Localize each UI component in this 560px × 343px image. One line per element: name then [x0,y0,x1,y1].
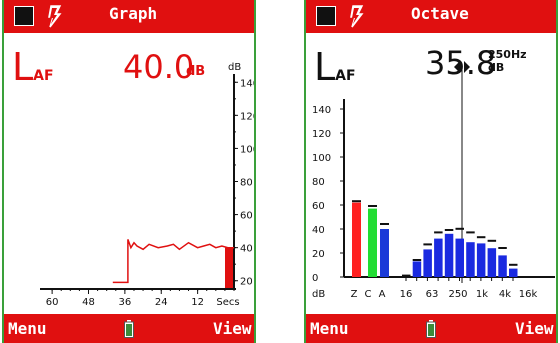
max-hold-marker [476,236,486,239]
level-label-main: L [314,45,336,89]
max-hold-marker [444,229,454,231]
max-hold-marker [380,223,389,225]
x-tick-label: 16 [400,289,413,300]
x-tick-label: 12 [191,297,204,308]
x-tick-label: 63 [426,289,439,300]
max-hold-marker [368,205,377,207]
octave-band-bar [509,268,518,277]
graph-screen: Graph LAF 40.0 dB dB 140 120 100 80 60 40 20 60 4… [2,0,256,343]
x-tick-label: 60 [46,297,59,308]
max-hold-marker [509,263,518,266]
weighted-level-bar [380,229,389,277]
x-tick-label: C [365,289,372,300]
band-label: 250Hz [488,48,527,61]
battery-icon [426,320,436,338]
x-tick-label: 24 [155,297,168,308]
max-hold-marker [412,259,422,261]
y-tick-label: 100 [240,144,254,155]
battery-icon [124,320,134,338]
octave-band-bar [455,238,464,277]
y-tick-label: 0 [312,273,318,284]
octave-band-bar [434,238,443,277]
octave-band-bar [466,242,475,277]
x-tick-label: 36 [119,297,132,308]
menu-softkey[interactable]: Menu [8,319,47,338]
x-tick-label: Z [351,289,358,300]
octave-band-bar [498,255,507,277]
max-hold-marker [352,200,361,203]
stop-icon[interactable] [14,6,34,26]
octave-band-bar [412,261,422,277]
title-bar: Octave [306,0,556,33]
x-tick-label: 1k [476,289,488,300]
view-softkey[interactable]: View [515,319,554,338]
octave-band-bar [423,249,432,277]
weighted-level-bar [368,208,377,277]
x-tick-label: A [379,289,386,300]
screen-title: Octave [411,4,469,23]
level-label: LAF [12,48,54,95]
screen-title: Graph [109,4,158,23]
y-tick-label: 60 [240,211,253,222]
level-label: LAF [314,48,356,95]
power-icon [350,5,364,28]
octave-screen: Octave LAF 35.8 250Hz dB 140 120 100 80 60 40… [304,0,558,343]
y-tick-label: 40 [312,225,325,236]
max-hold-marker [498,247,507,249]
weighted-level-bar [352,202,361,277]
y-tick-label: 40 [240,244,253,255]
level-value: 35.8 [425,44,497,82]
x-tick-label: 4k [499,289,511,300]
max-hold-marker [466,231,475,234]
y-tick-label: 100 [312,153,331,164]
power-icon [48,5,62,28]
octave-spectrum-chart: 140 120 100 80 60 40 20 0 dB Z C A 16 63 250 1k 4k 16k [312,61,555,300]
softkey-bar: Menu View [4,314,254,343]
x-tick-label: 48 [82,297,95,308]
max-hold-marker [487,239,497,242]
octave-band-bar [476,243,486,277]
title-bar: Graph [4,0,254,33]
y-tick-label: 140 [240,78,254,89]
level-unit: dB [186,64,206,79]
x-tick-label: 16k [519,289,538,300]
view-softkey[interactable]: View [213,319,252,338]
softkey-bar: Menu View [306,314,556,343]
y-tick-label: 140 [312,105,331,116]
y-axis-unit: dB [228,62,241,73]
level-value: 40.0 [123,48,195,86]
current-level-bar [225,247,233,288]
y-tick-label: 80 [240,178,253,189]
max-hold-marker [402,274,411,277]
y-tick-label: 20 [240,277,253,288]
menu-softkey[interactable]: Menu [310,319,349,338]
cursor-left-arrow-icon [454,61,460,73]
cursor-right-arrow-icon [464,61,470,73]
level-unit: dB [488,61,505,74]
y-tick-label: 120 [240,111,254,122]
max-hold-marker [455,227,464,230]
octave-band-bar [444,233,454,277]
time-history-chart: dB 140 120 100 80 60 40 20 60 48 36 24 12 Secs [40,62,254,308]
y-axis-unit: dB [312,289,325,300]
y-tick-label: 120 [312,129,331,140]
y-tick-label: 60 [312,201,325,212]
level-label-main: L [12,45,34,89]
y-tick-label: 80 [312,177,325,188]
max-hold-marker [434,231,443,234]
x-axis-unit: Secs [216,297,239,308]
max-hold-marker [423,243,432,246]
octave-band-bar [487,248,497,277]
level-trace [112,239,234,284]
level-label-sub: AF [33,68,54,84]
level-label-sub: AF [335,68,356,84]
y-tick-label: 20 [312,249,325,260]
x-tick-label: 250 [448,289,467,300]
stop-icon[interactable] [316,6,336,26]
